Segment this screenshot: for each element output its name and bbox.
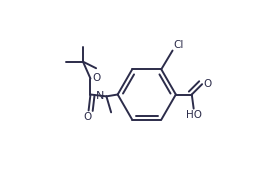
Text: N: N bbox=[96, 91, 104, 101]
Text: Cl: Cl bbox=[173, 40, 184, 50]
Text: O: O bbox=[93, 73, 101, 83]
Text: HO: HO bbox=[186, 110, 202, 120]
Text: O: O bbox=[83, 112, 92, 122]
Text: O: O bbox=[204, 79, 212, 89]
